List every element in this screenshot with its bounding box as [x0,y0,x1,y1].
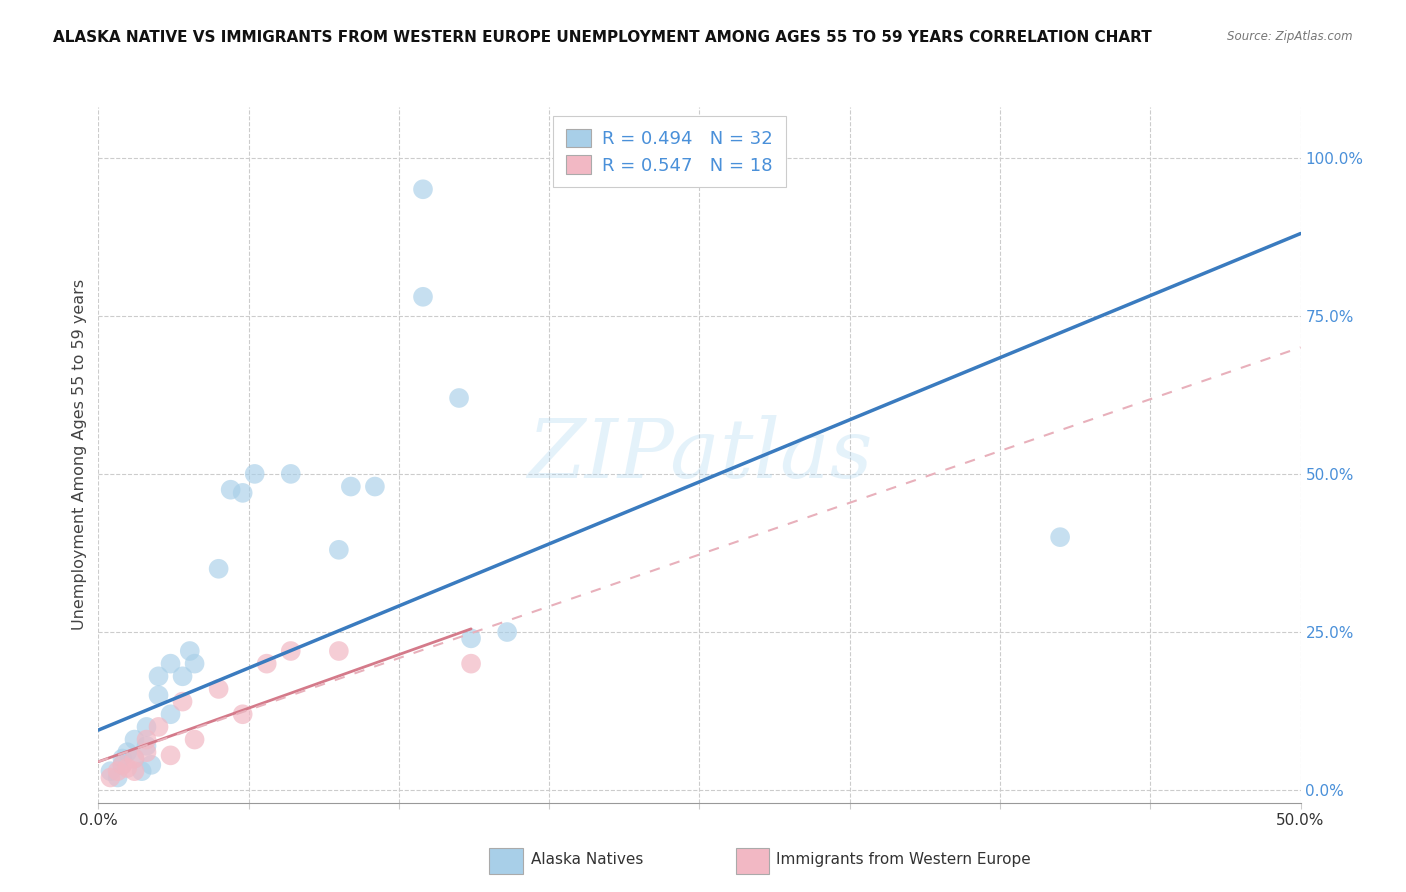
Text: Alaska Natives: Alaska Natives [531,853,644,867]
Text: Immigrants from Western Europe: Immigrants from Western Europe [776,853,1031,867]
Point [135,745,157,759]
Point [280,467,302,481]
Point [340,479,363,493]
Point [159,748,181,763]
Point [280,644,302,658]
Point [460,657,482,671]
Point [135,739,157,753]
Point [135,720,157,734]
Point [124,764,146,779]
Point [208,681,231,696]
Point [219,483,242,497]
Point [124,732,146,747]
Point [124,751,146,765]
Point [172,669,194,683]
Point [496,625,519,640]
Point [179,644,201,658]
FancyBboxPatch shape [735,848,769,874]
Text: ZIPatlas: ZIPatlas [527,415,872,495]
Text: Source: ZipAtlas.com: Source: ZipAtlas.com [1227,30,1353,44]
Point [141,757,163,772]
Point [159,707,181,722]
Point [328,644,350,658]
Point [124,751,146,765]
Point [148,720,170,734]
Point [107,764,129,779]
Point [412,182,434,196]
Point [412,290,434,304]
Point [208,562,231,576]
Point [111,751,134,765]
Point [117,745,139,759]
Point [111,757,134,772]
Point [100,771,122,785]
Y-axis label: Unemployment Among Ages 55 to 59 years: Unemployment Among Ages 55 to 59 years [72,279,87,631]
Point [111,757,134,772]
Point [460,632,482,646]
Point [447,391,470,405]
Point [107,771,129,785]
Legend: R = 0.494   N = 32, R = 0.547   N = 18: R = 0.494 N = 32, R = 0.547 N = 18 [554,116,786,187]
Point [148,669,170,683]
Point [148,688,170,702]
Point [1049,530,1071,544]
Point [117,761,139,775]
Point [243,467,266,481]
Point [135,732,157,747]
Point [131,764,153,779]
Point [183,732,205,747]
Point [183,657,205,671]
Point [256,657,278,671]
FancyBboxPatch shape [489,848,523,874]
Point [364,479,387,493]
Text: ALASKA NATIVE VS IMMIGRANTS FROM WESTERN EUROPE UNEMPLOYMENT AMONG AGES 55 TO 59: ALASKA NATIVE VS IMMIGRANTS FROM WESTERN… [53,30,1152,45]
Point [159,657,181,671]
Point [328,542,350,557]
Point [172,695,194,709]
Point [100,764,122,779]
Point [232,707,254,722]
Point [232,486,254,500]
